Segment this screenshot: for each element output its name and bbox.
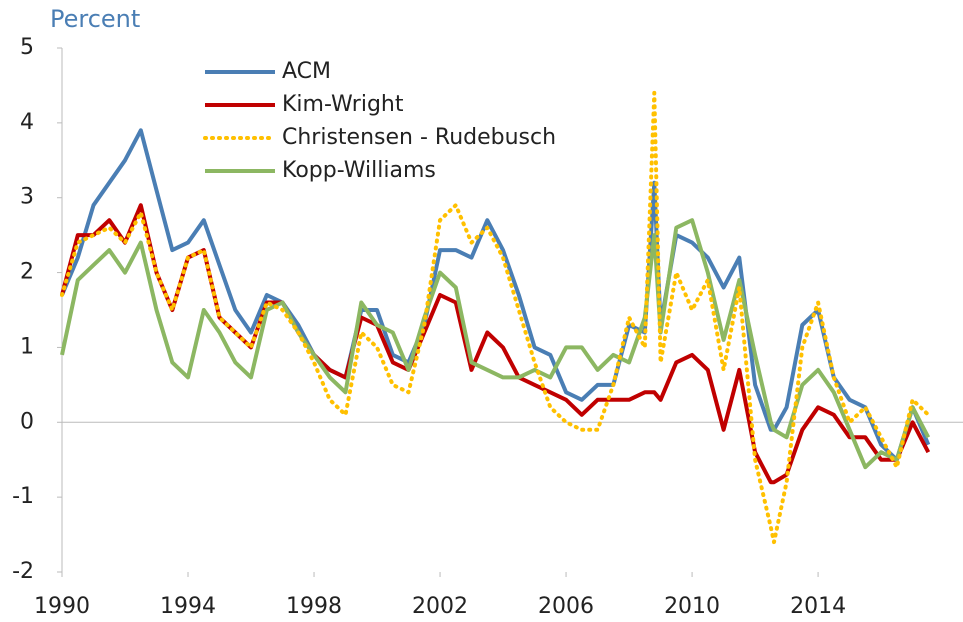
y-tick-label: 1 — [20, 334, 34, 359]
x-tick-label: 1994 — [160, 594, 216, 619]
x-tick-label: 1990 — [34, 594, 90, 619]
legend-label: Kim-Wright — [282, 92, 404, 117]
legend-label: Christensen - Rudebusch — [282, 125, 556, 150]
x-tick-label: 2002 — [412, 594, 468, 619]
y-tick-label: 2 — [20, 260, 34, 285]
series-line — [60, 218, 931, 470]
legend-label: Kopp-Williams — [282, 158, 436, 183]
y-tick-label: 4 — [20, 110, 34, 135]
x-tick-label: 2006 — [538, 594, 594, 619]
x-tick-label: 2010 — [664, 594, 720, 619]
series-line — [60, 128, 931, 462]
y-tick-label: 5 — [20, 35, 34, 60]
y-tick-label: -1 — [12, 484, 34, 509]
chart-title: Percent — [50, 5, 140, 33]
y-tick-label: 3 — [20, 185, 34, 210]
legend-label: ACM — [282, 59, 331, 84]
series-line — [60, 203, 931, 485]
x-tick-label: 1998 — [286, 594, 342, 619]
x-tick-label: 2014 — [790, 594, 846, 619]
series-line — [60, 90, 931, 545]
y-tick-label: 0 — [20, 409, 34, 434]
y-tick-label: -2 — [12, 559, 34, 584]
